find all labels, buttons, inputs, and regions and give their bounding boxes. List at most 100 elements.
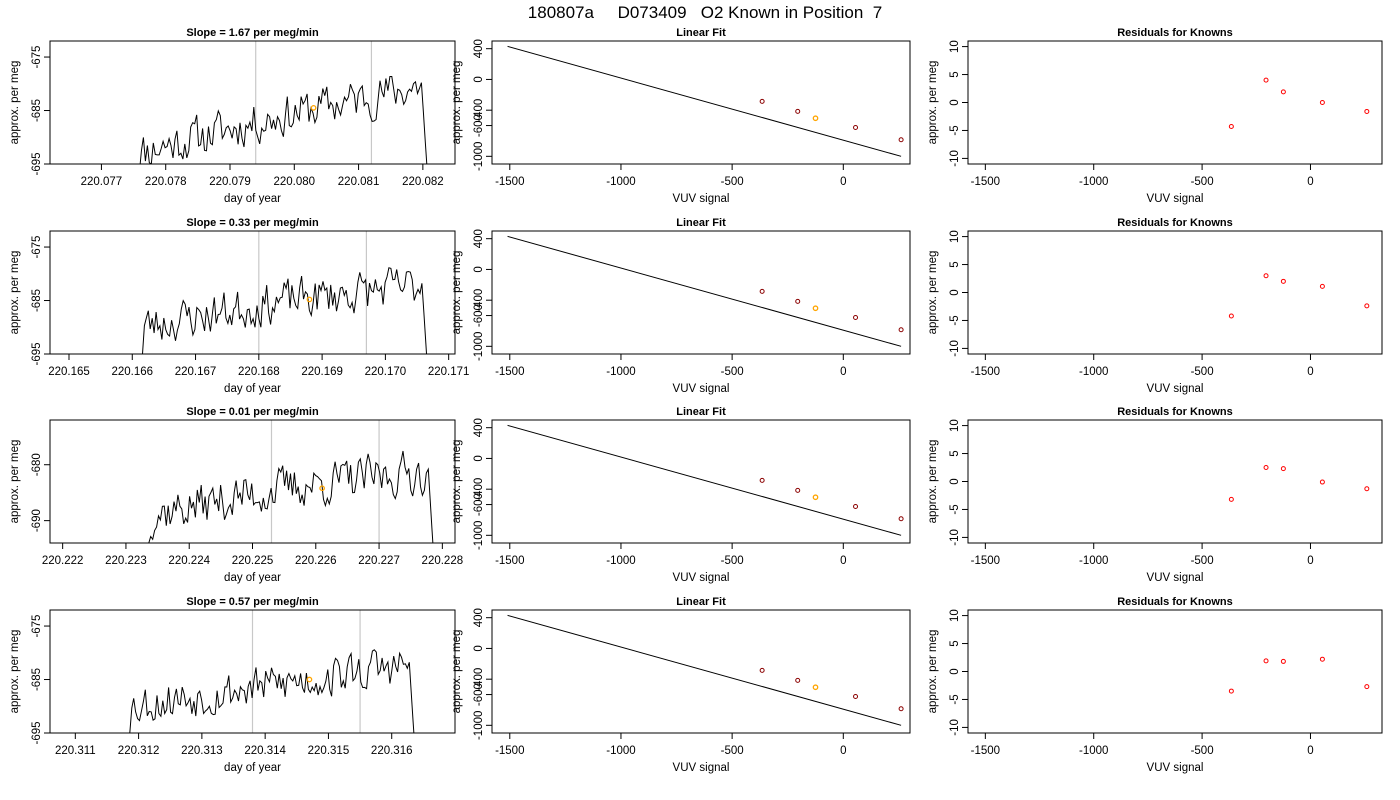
panel-residuals-row3: Residuals for Knowns -1500 -1000 -500 0 -10 -5… xyxy=(927,406,1383,584)
x-tick-label: 220.077 xyxy=(81,176,123,188)
y-tick-label: -600 xyxy=(473,493,485,516)
y-axis-label: approx. per meg xyxy=(451,440,463,524)
panel-fit-row2: Linear Fit -1500 -1000 -500 0 -1000 -600-400 0 4… xyxy=(451,217,911,395)
panel-residuals-row4: Residuals for Knowns -1500 -1000 -500 0 -10 -5… xyxy=(927,596,1383,774)
fit-line xyxy=(507,424,902,536)
y-tick-label: 0 xyxy=(473,645,485,651)
plot-area xyxy=(136,41,428,164)
y-tick-label: -695 xyxy=(31,721,43,744)
residual-point xyxy=(1364,108,1370,114)
x-tick-label: 220.078 xyxy=(145,176,187,188)
fit-line xyxy=(507,614,902,726)
x-tick-label: 220.224 xyxy=(168,555,210,567)
x-tick-label: 220.079 xyxy=(209,176,251,188)
x-tick-label: -1000 xyxy=(1079,745,1108,757)
y-axis-label: approx. per meg xyxy=(9,61,21,145)
residual-point xyxy=(1319,479,1325,485)
y-tick-label: -685 xyxy=(31,668,43,691)
x-axis-label: VUV signal xyxy=(673,193,730,205)
x-tick-label: 220.082 xyxy=(402,176,444,188)
panel-title: Residuals for Knowns xyxy=(1117,406,1233,418)
y-tick-label: 400 xyxy=(473,418,485,437)
y-tick-label: -685 xyxy=(31,289,43,312)
x-tick-label: 220.313 xyxy=(181,745,223,757)
y-tick-label: 5 xyxy=(949,450,961,456)
y-tick-label: -10 xyxy=(949,340,961,357)
y-tick-label: -400 xyxy=(473,668,485,691)
plot-area xyxy=(507,45,904,157)
y-tick-label: 10 xyxy=(949,419,961,432)
panels: Slope = 1.67 per meg/min 220.077 220.078 22… xyxy=(9,27,1383,774)
y-tick-label: 400 xyxy=(473,39,485,58)
residual-point xyxy=(1319,100,1325,105)
y-tick-label: 0 xyxy=(473,76,485,82)
y-tick-label: 10 xyxy=(949,609,961,622)
y-tick-label: 0 xyxy=(949,668,961,674)
plot-area xyxy=(1228,656,1370,694)
known-point xyxy=(853,314,859,320)
x-tick-label: -500 xyxy=(1191,555,1214,567)
panel-fit-row3: Linear Fit -1500 -1000 -500 0 -1000 -600-400 0 4… xyxy=(451,406,911,584)
plot-frame xyxy=(491,40,911,165)
y-axis-label: approx. per meg xyxy=(9,630,21,714)
plot-area xyxy=(1228,465,1370,502)
y-tick-label: -400 xyxy=(473,478,485,501)
x-tick-label: 0 xyxy=(840,366,846,378)
x-tick-label: 220.311 xyxy=(55,745,96,757)
known-point xyxy=(795,677,801,683)
residual-point xyxy=(1280,658,1286,664)
x-axis-label: VUV signal xyxy=(673,762,730,774)
x-tick-label: 220.168 xyxy=(238,366,280,378)
x-axis-label: VUV signal xyxy=(1147,383,1204,395)
x-tick-label: 0 xyxy=(1307,176,1313,188)
plot-area xyxy=(148,420,434,543)
x-tick-label: -1500 xyxy=(495,555,524,567)
known-point xyxy=(795,298,801,304)
y-tick-label: -400 xyxy=(473,99,485,122)
y-axis-label: approx. per meg xyxy=(927,440,939,524)
y-tick-label: -10 xyxy=(949,529,961,546)
x-axis-label: VUV signal xyxy=(1147,193,1204,205)
residual-point xyxy=(1263,77,1269,83)
x-tick-label: 220.316 xyxy=(371,745,413,757)
y-tick-label: -10 xyxy=(949,150,961,167)
panel-title: Linear Fit xyxy=(676,406,726,418)
plot-area xyxy=(129,610,415,733)
highlight-point xyxy=(812,684,819,691)
y-tick-label: -1000 xyxy=(473,711,485,740)
y-tick-label: 400 xyxy=(473,229,485,248)
x-tick-label: -1000 xyxy=(606,366,635,378)
x-tick-label: -500 xyxy=(721,745,744,757)
y-tick-label: -1000 xyxy=(473,332,485,361)
x-axis-label: VUV signal xyxy=(1147,572,1204,584)
figure-title: 180807a D073409 O2 Known in Position 7 xyxy=(528,3,882,22)
x-tick-label: 220.314 xyxy=(244,745,286,757)
known-point xyxy=(759,288,765,294)
residual-point xyxy=(1319,283,1325,289)
y-tick-label: -600 xyxy=(473,683,485,706)
x-tick-label: 220.081 xyxy=(338,176,380,188)
x-axis-label: VUV signal xyxy=(673,572,730,584)
y-tick-label: -5 xyxy=(949,315,961,325)
known-point xyxy=(795,108,801,114)
fit-line xyxy=(507,45,902,157)
plot-frame xyxy=(967,40,1383,165)
x-tick-label: -1500 xyxy=(971,555,1000,567)
data-trace-line xyxy=(129,649,415,733)
x-axis-label: day of year xyxy=(224,383,281,395)
highlight-point xyxy=(306,296,313,303)
x-tick-label: -1000 xyxy=(606,176,635,188)
known-point xyxy=(898,137,904,143)
panel-fit-row4: Linear Fit -1500 -1000 -500 0 -1000 -600-400 0 4… xyxy=(451,596,911,774)
y-tick-label: -675 xyxy=(31,46,43,69)
plot-area xyxy=(1228,77,1370,130)
x-axis-label: VUV signal xyxy=(1147,762,1204,774)
x-tick-label: 220.226 xyxy=(295,555,337,567)
panel-title: Slope = 0.33 per meg/min xyxy=(186,217,319,229)
x-tick-label: 220.227 xyxy=(358,555,400,567)
known-point xyxy=(898,706,904,712)
y-tick-label: 5 xyxy=(949,261,961,267)
x-tick-label: 220.170 xyxy=(365,366,407,378)
highlight-point xyxy=(812,115,819,122)
plot-frame xyxy=(49,230,456,355)
